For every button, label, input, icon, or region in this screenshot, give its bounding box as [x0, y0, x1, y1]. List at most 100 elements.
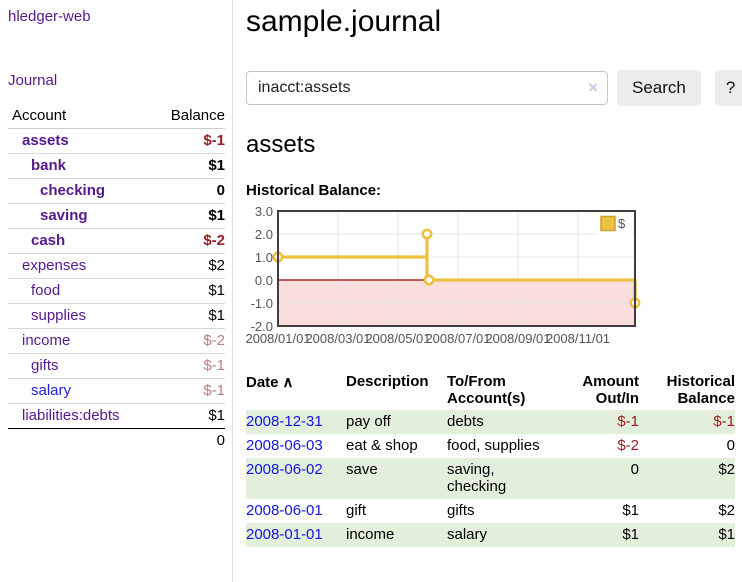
account-link-checking[interactable]: checking	[40, 182, 106, 199]
column-header-amount: Amount Out/In	[582, 373, 639, 407]
account-balance: $1	[150, 278, 225, 304]
register-row: 2008-12-31 pay off debts $-1 $-1	[246, 410, 735, 434]
sidebar: hledger-web Journal Account Balance asse…	[0, 0, 233, 582]
svg-text:2008/05/01: 2008/05/01	[365, 331, 430, 346]
transaction-date-link[interactable]: 2008-06-02	[246, 461, 323, 478]
chart-label: Historical Balance:	[246, 182, 382, 199]
account-column-header: Account	[8, 104, 151, 129]
account-link-cash[interactable]: cash	[31, 232, 66, 249]
transaction-balance: $2	[718, 502, 735, 519]
account-balance: $1	[150, 403, 225, 429]
account-table-header: Account Balance	[8, 104, 225, 129]
search-button[interactable]: Search	[617, 70, 701, 106]
help-button[interactable]: ?	[714, 70, 742, 106]
transaction-date-link[interactable]: 2008-12-31	[246, 413, 323, 430]
page-title: sample.journal	[246, 5, 442, 38]
account-row-bank: bank $1	[8, 153, 225, 179]
x-axis-labels: 2008/01/01 2008/03/01 2008/05/01 2008/07…	[245, 331, 610, 346]
clear-search-icon[interactable]: ×	[588, 78, 598, 97]
data-point[interactable]	[423, 274, 435, 286]
accounts-total: 0	[150, 428, 225, 453]
svg-text:2008/09/01: 2008/09/01	[485, 331, 550, 346]
account-balance: $-1	[203, 132, 225, 149]
svg-text:2.0: 2.0	[255, 227, 273, 242]
transaction-amount: $-2	[617, 437, 639, 454]
data-point-markers	[272, 228, 641, 309]
account-row-checking: checking 0	[8, 178, 225, 204]
account-link-assets[interactable]: assets	[22, 132, 69, 149]
account-balance: $-2	[150, 228, 225, 254]
search-box: ×	[246, 71, 608, 105]
account-row-liabilities-debts: liabilities:debts $1	[8, 403, 225, 429]
chart-legend: $	[597, 214, 631, 235]
transaction-amount: $1	[559, 523, 639, 547]
svg-text:1.0: 1.0	[255, 250, 273, 265]
transaction-date-link[interactable]: 2008-01-01	[246, 526, 323, 543]
account-balance: $1	[150, 203, 225, 229]
transaction-balance: $2	[639, 458, 735, 499]
brand-link[interactable]: hledger-web	[8, 8, 91, 25]
transaction-accounts: food, supplies	[447, 437, 540, 454]
account-link-salary[interactable]: salary	[31, 382, 72, 399]
transaction-amount: $1	[622, 502, 639, 519]
register-row: 2008-01-01 income salary $1 $1	[246, 523, 735, 547]
y-axis-labels: 3.0 2.0 1.0 0.0 -1.0 -2.0	[251, 204, 273, 334]
balance-column-header: Balance	[150, 104, 225, 129]
account-balance-table: Account Balance assets $-1 bank $1 check…	[8, 104, 225, 453]
transaction-description: save	[346, 458, 447, 499]
register-row: 2008-06-02 save saving, checking 0 $2	[246, 458, 735, 499]
account-balance: 0	[150, 178, 225, 204]
account-link-saving[interactable]: saving	[40, 207, 88, 224]
account-row-gifts: gifts $-1	[8, 353, 225, 379]
account-link-expenses[interactable]: expenses	[22, 257, 87, 274]
column-header-balance: Historical Balance	[666, 373, 735, 407]
account-row-assets: assets $-1	[8, 129, 225, 154]
account-link-gifts[interactable]: gifts	[31, 357, 59, 374]
data-point[interactable]	[421, 228, 433, 240]
account-link-food[interactable]: food	[31, 282, 61, 299]
legend-label: $	[618, 216, 626, 231]
transaction-description: pay off	[346, 410, 447, 434]
account-row-expenses: expenses $2	[8, 253, 225, 279]
account-balance: $2	[150, 253, 225, 279]
column-header-date[interactable]: Date ∧	[246, 374, 294, 391]
grid	[278, 211, 635, 326]
column-header-accounts: To/From Account(s)	[447, 373, 526, 407]
chart-canvas: $ 3.0 2.0 1.0 0.0 -1.0 -2.0 2008/01/01 2…	[245, 204, 641, 346]
transaction-date-link[interactable]: 2008-06-03	[246, 437, 323, 454]
account-balance: $1	[150, 153, 225, 179]
transaction-description: eat & shop	[346, 437, 418, 454]
account-page-title: assets	[246, 131, 316, 158]
account-link-liabilities-debts[interactable]: liabilities:debts	[22, 407, 120, 424]
account-link-bank[interactable]: bank	[31, 157, 67, 174]
svg-text:0.0: 0.0	[255, 273, 273, 288]
svg-text:2008/03/01: 2008/03/01	[305, 331, 370, 346]
sidebar-item-journal[interactable]: Journal	[8, 72, 58, 89]
account-link-income[interactable]: income	[22, 332, 71, 349]
account-row-saving: saving $1	[8, 203, 225, 229]
register-header-row: Date ∧ Description To/From Account(s) Amou…	[246, 371, 735, 410]
column-header-description: Description	[346, 373, 429, 390]
transaction-accounts: debts	[447, 410, 559, 434]
account-link-supplies[interactable]: supplies	[31, 307, 87, 324]
account-balance: $1	[150, 303, 225, 329]
legend-swatch	[600, 215, 616, 232]
transaction-balance: $-1	[639, 410, 735, 434]
historical-balance-chart: $ 3.0 2.0 1.0 0.0 -1.0 -2.0 2008/01/01 2…	[245, 204, 742, 350]
register-table: Date ∧ Description To/From Account(s) Amou…	[246, 371, 735, 547]
search-form: × Search ?	[246, 70, 742, 106]
transaction-balance: $1	[639, 523, 735, 547]
search-input[interactable]	[246, 71, 608, 105]
svg-text:2008/01/01: 2008/01/01	[245, 331, 310, 346]
transaction-date-link[interactable]: 2008-06-01	[246, 502, 323, 519]
svg-text:2008/11/01: 2008/11/01	[546, 331, 610, 346]
transaction-balance: 0	[726, 437, 735, 454]
account-row-cash: cash $-2	[8, 228, 225, 254]
transaction-accounts: saving, checking	[447, 458, 559, 499]
transaction-description: income	[346, 523, 447, 547]
account-row-food: food $1	[8, 278, 225, 304]
svg-text:-2.0: -2.0	[251, 319, 273, 334]
account-balance: $-2	[150, 328, 225, 354]
account-balance: $-1	[150, 378, 225, 404]
